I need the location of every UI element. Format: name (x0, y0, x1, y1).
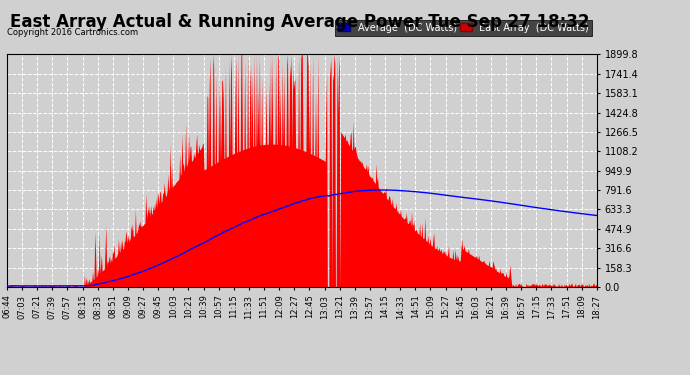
Text: Copyright 2016 Cartronics.com: Copyright 2016 Cartronics.com (7, 28, 138, 37)
Legend: Average  (DC Watts), East Array  (DC Watts): Average (DC Watts), East Array (DC Watts… (335, 20, 592, 36)
Text: East Array Actual & Running Average Power Tue Sep 27 18:32: East Array Actual & Running Average Powe… (10, 13, 590, 31)
